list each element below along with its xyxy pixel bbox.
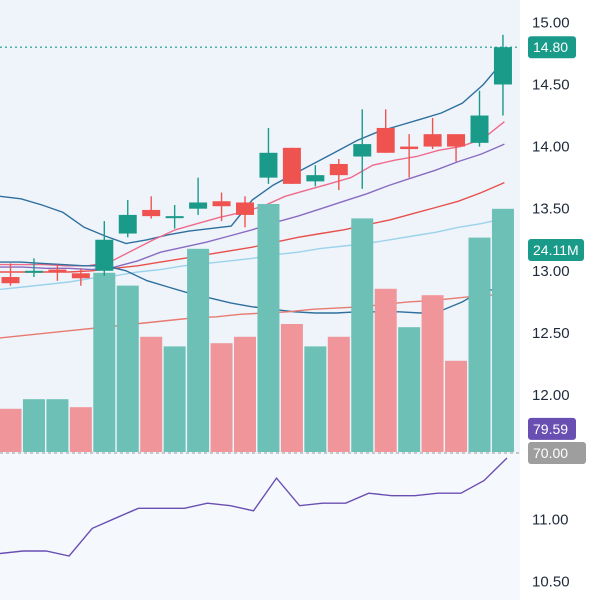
candle-down <box>400 146 419 150</box>
price-tick-label: 12.50 <box>532 325 570 342</box>
volume-bar <box>374 288 397 452</box>
candle-up <box>470 115 489 143</box>
last-price-badge-bg <box>528 36 576 59</box>
candle-up <box>118 214 137 234</box>
volume-bar <box>140 336 163 452</box>
candles <box>1 34 512 286</box>
candle-up <box>95 239 114 271</box>
volume-bar <box>468 237 491 452</box>
overlay-line <box>0 293 505 339</box>
volume-bar <box>163 346 186 452</box>
price-tick-label: 10.50 <box>532 573 570 590</box>
candle-up <box>353 144 372 157</box>
volume-bar <box>398 327 421 452</box>
last-price-badge-text: 14.80 <box>533 39 568 55</box>
candle-up <box>259 152 278 178</box>
plot-background-lower <box>0 454 520 600</box>
overlay-line <box>0 143 505 271</box>
volume-bar <box>93 272 116 452</box>
last-volume-badge-text: 24.11M <box>533 242 579 258</box>
oscillator-level-badge-bg <box>528 441 586 464</box>
oscillator-level-badge-text: 70.00 <box>533 445 568 461</box>
volume-bar <box>351 218 374 452</box>
volume-bar <box>116 285 139 452</box>
last-price-badge: 14.80 <box>528 36 576 59</box>
candle-down <box>71 273 90 279</box>
overlay-line <box>0 181 505 273</box>
candle-down <box>142 209 161 217</box>
axis-badges: 14.80 24.11M 79.59 70.00 <box>0 36 586 464</box>
candle-down <box>282 147 301 184</box>
last-volume-badge: 24.11M <box>528 239 584 261</box>
candle-down <box>447 134 466 147</box>
volume-bar <box>304 346 327 452</box>
candle-up <box>189 202 208 209</box>
overlay-line <box>0 217 505 291</box>
volume-bar <box>280 324 303 452</box>
candle-up <box>24 270 43 273</box>
volume-bar <box>445 360 468 452</box>
overlay-line <box>0 59 505 245</box>
volume-bars <box>0 204 514 452</box>
candle-down <box>236 202 254 215</box>
candle-down <box>1 277 20 284</box>
candle-down <box>329 163 348 176</box>
volume-bar <box>421 295 444 452</box>
price-tick-label: 13.50 <box>532 201 570 218</box>
candle-down <box>423 134 442 147</box>
volume-bar <box>0 408 22 452</box>
oscillator-line <box>0 457 508 557</box>
volume-bar <box>22 399 45 452</box>
volume-bar <box>491 208 514 452</box>
oscillator-last-badge-text: 79.59 <box>533 421 568 437</box>
price-tick-label: 12.00 <box>532 387 570 404</box>
price-tick-label: 15.00 <box>532 14 570 31</box>
price-tick-label: 13.00 <box>532 263 570 280</box>
oscillator-last-badge: 79.59 <box>528 417 576 440</box>
price-axis: 15.0014.5014.0013.5013.0012.5012.0011.50… <box>532 14 570 590</box>
overlay-line <box>0 261 505 314</box>
candle-up <box>306 175 325 182</box>
candle-up <box>493 47 512 85</box>
price-tick-label: 11.00 <box>532 511 568 528</box>
candle-up <box>165 216 184 219</box>
candle-down <box>48 269 67 273</box>
volume-bar <box>257 204 280 452</box>
last-volume-badge-bg <box>528 239 584 261</box>
candle-down <box>376 127 395 153</box>
oscillator-level-badge: 70.00 <box>528 441 586 464</box>
price-tick-label: 14.00 <box>532 139 570 156</box>
volume-bar <box>234 336 256 452</box>
volume-bar <box>187 248 210 452</box>
volume-bar <box>327 336 350 452</box>
oscillator-pane <box>0 452 520 557</box>
volume-bar <box>46 399 69 452</box>
price-tick-label: 14.50 <box>532 76 570 93</box>
volume-bar <box>69 407 92 452</box>
candle-down <box>212 201 231 207</box>
oscillator-last-badge-bg <box>528 417 576 440</box>
volume-bar <box>210 343 233 452</box>
